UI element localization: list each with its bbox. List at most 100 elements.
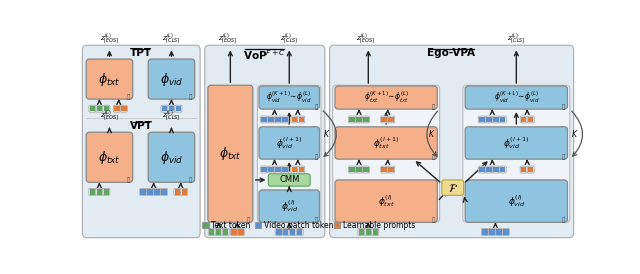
FancyBboxPatch shape bbox=[485, 116, 492, 123]
FancyBboxPatch shape bbox=[291, 166, 298, 173]
Bar bbox=[500, 117, 506, 122]
Text: 🔒: 🔒 bbox=[432, 217, 435, 223]
Bar bbox=[493, 117, 499, 122]
Bar bbox=[283, 229, 289, 235]
FancyBboxPatch shape bbox=[268, 116, 275, 123]
FancyBboxPatch shape bbox=[282, 166, 289, 173]
FancyBboxPatch shape bbox=[282, 116, 289, 123]
Bar bbox=[388, 167, 394, 172]
Bar bbox=[334, 222, 340, 229]
FancyBboxPatch shape bbox=[275, 166, 282, 173]
Text: $z^{(L)}_{[CLS]}$: $z^{(L)}_{[CLS]}$ bbox=[163, 32, 180, 46]
FancyBboxPatch shape bbox=[86, 59, 132, 99]
Bar bbox=[238, 229, 244, 235]
FancyBboxPatch shape bbox=[355, 116, 362, 123]
Text: 🔒: 🔒 bbox=[315, 104, 318, 110]
FancyBboxPatch shape bbox=[499, 116, 506, 123]
Bar bbox=[275, 117, 281, 122]
Text: 🔒: 🔒 bbox=[432, 154, 435, 160]
FancyBboxPatch shape bbox=[275, 229, 282, 235]
FancyBboxPatch shape bbox=[208, 85, 253, 222]
FancyBboxPatch shape bbox=[174, 189, 180, 195]
Bar bbox=[528, 167, 533, 172]
Bar bbox=[268, 117, 274, 122]
Text: K: K bbox=[572, 130, 577, 139]
FancyBboxPatch shape bbox=[268, 174, 310, 186]
FancyBboxPatch shape bbox=[463, 85, 570, 222]
FancyBboxPatch shape bbox=[499, 166, 506, 173]
Bar bbox=[104, 189, 109, 195]
FancyBboxPatch shape bbox=[205, 45, 325, 238]
Bar bbox=[162, 106, 167, 112]
Bar bbox=[372, 229, 378, 235]
FancyBboxPatch shape bbox=[215, 229, 222, 235]
Bar bbox=[182, 189, 187, 195]
FancyBboxPatch shape bbox=[175, 105, 182, 112]
Bar bbox=[121, 106, 127, 112]
Bar bbox=[381, 117, 387, 122]
FancyBboxPatch shape bbox=[335, 180, 437, 222]
Text: $\phi_{vid}^{(l)}$: $\phi_{vid}^{(l)}$ bbox=[508, 194, 525, 209]
Text: 🔒: 🔒 bbox=[432, 104, 435, 110]
Text: 🔒: 🔒 bbox=[127, 177, 131, 183]
Text: 🔒: 🔒 bbox=[562, 104, 565, 110]
Bar bbox=[292, 167, 297, 172]
Bar bbox=[486, 167, 492, 172]
FancyBboxPatch shape bbox=[208, 229, 215, 235]
Bar bbox=[114, 106, 120, 112]
Bar bbox=[356, 117, 362, 122]
Bar bbox=[479, 167, 484, 172]
FancyBboxPatch shape bbox=[154, 189, 161, 195]
Text: K: K bbox=[323, 130, 328, 139]
FancyBboxPatch shape bbox=[96, 189, 103, 195]
Text: $z^{(L)}_{[EOS]}$: $z^{(L)}_{[EOS]}$ bbox=[100, 32, 119, 46]
Text: 🔒: 🔒 bbox=[127, 94, 131, 99]
FancyBboxPatch shape bbox=[291, 116, 298, 123]
FancyBboxPatch shape bbox=[161, 105, 168, 112]
Bar bbox=[381, 167, 387, 172]
Bar bbox=[486, 117, 492, 122]
FancyBboxPatch shape bbox=[268, 166, 275, 173]
FancyBboxPatch shape bbox=[260, 116, 268, 123]
Text: VoP$^{F+C}$: VoP$^{F+C}$ bbox=[243, 48, 286, 62]
Text: 🔒: 🔒 bbox=[189, 177, 193, 183]
FancyBboxPatch shape bbox=[362, 116, 369, 123]
FancyBboxPatch shape bbox=[140, 189, 147, 195]
FancyBboxPatch shape bbox=[89, 105, 96, 112]
Bar bbox=[216, 229, 221, 235]
FancyBboxPatch shape bbox=[147, 189, 154, 195]
FancyBboxPatch shape bbox=[365, 229, 372, 235]
FancyBboxPatch shape bbox=[289, 229, 296, 235]
Bar bbox=[104, 106, 109, 112]
FancyBboxPatch shape bbox=[230, 229, 237, 235]
Bar bbox=[493, 167, 499, 172]
Text: $\phi_{txt}$: $\phi_{txt}$ bbox=[98, 71, 121, 88]
Bar bbox=[176, 106, 181, 112]
FancyBboxPatch shape bbox=[358, 229, 365, 235]
Text: $z^{(L)}_{[EOS]}$: $z^{(L)}_{[EOS]}$ bbox=[356, 32, 375, 46]
FancyBboxPatch shape bbox=[485, 166, 492, 173]
Bar bbox=[154, 189, 160, 195]
Text: $\phi_{vid}^{(K+1)}\!\sim\!\phi_{vid}^{(L)}$: $\phi_{vid}^{(K+1)}\!\sim\!\phi_{vid}^{(… bbox=[493, 90, 539, 105]
Text: $\phi_{vid}^{(l)}$: $\phi_{vid}^{(l)}$ bbox=[280, 198, 298, 214]
Text: $\phi_{txt}^{(l+1)}$: $\phi_{txt}^{(l+1)}$ bbox=[373, 135, 399, 151]
Bar bbox=[292, 117, 297, 122]
FancyBboxPatch shape bbox=[96, 105, 103, 112]
Bar bbox=[169, 106, 174, 112]
Bar bbox=[282, 117, 288, 122]
FancyBboxPatch shape bbox=[381, 166, 388, 173]
Text: Learnable prompts: Learnable prompts bbox=[343, 221, 415, 230]
Bar bbox=[298, 167, 304, 172]
FancyBboxPatch shape bbox=[161, 189, 168, 195]
FancyBboxPatch shape bbox=[520, 116, 527, 123]
Text: $z^{(L)}_{[CLS]}$: $z^{(L)}_{[CLS]}$ bbox=[163, 109, 180, 123]
Bar bbox=[482, 229, 488, 235]
Text: $\phi_{txt}^{(K+1)}\!\sim\!\phi_{txt}^{(L)}$: $\phi_{txt}^{(K+1)}\!\sim\!\phi_{txt}^{(… bbox=[364, 90, 408, 105]
Text: K: K bbox=[428, 130, 433, 139]
Text: $\phi_{vid}$: $\phi_{vid}$ bbox=[160, 149, 183, 166]
FancyBboxPatch shape bbox=[222, 229, 229, 235]
Text: 🔒: 🔒 bbox=[562, 154, 565, 160]
Text: $\phi_{txt}$: $\phi_{txt}$ bbox=[98, 149, 121, 166]
Text: $z^{(L)}_{[EOS]}$: $z^{(L)}_{[EOS]}$ bbox=[100, 109, 119, 123]
Bar bbox=[489, 229, 495, 235]
